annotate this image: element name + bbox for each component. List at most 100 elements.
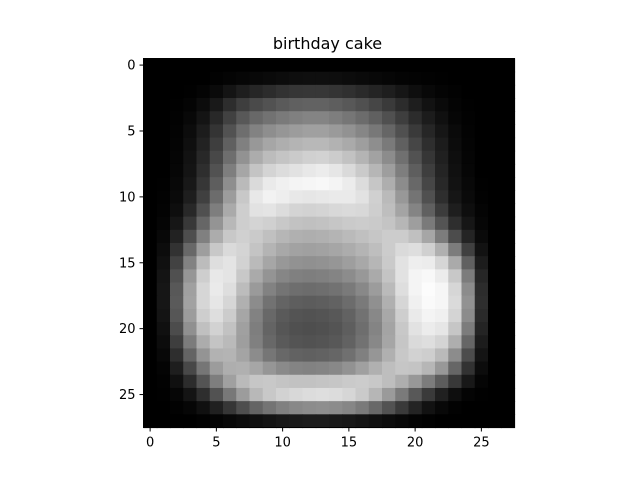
heatmap-cell: [170, 58, 184, 73]
heatmap-cell: [342, 111, 357, 125]
heatmap-cell: [315, 111, 330, 125]
heatmap-cell: [262, 308, 277, 323]
heatmap-cell: [170, 71, 184, 86]
heatmap-cell: [236, 322, 251, 336]
heatmap-cell: [156, 335, 171, 350]
heatmap-cell: [501, 150, 516, 165]
heatmap-cell: [408, 414, 423, 429]
heatmap-cell: [461, 401, 476, 415]
heatmap-cell: [342, 401, 357, 415]
chart-title: birthday cake: [273, 34, 382, 53]
heatmap-cell: [355, 282, 370, 297]
heatmap-cell: [315, 71, 330, 86]
heatmap-cell: [435, 203, 449, 218]
heatmap-cell: [408, 190, 423, 205]
heatmap-cell: [329, 137, 343, 152]
heatmap-cell: [329, 308, 343, 323]
heatmap-cell: [170, 229, 184, 244]
heatmap-cell: [421, 190, 436, 205]
heatmap-cell: [488, 335, 502, 350]
heatmap-cell: [143, 374, 158, 389]
heatmap-cell: [236, 190, 251, 205]
heatmap-cell: [435, 243, 449, 257]
heatmap-cell: [329, 414, 343, 429]
heatmap-cell: [249, 361, 264, 376]
heatmap-cell: [262, 361, 277, 376]
heatmap-cell: [183, 414, 198, 429]
heatmap-cell: [382, 98, 396, 112]
heatmap-cell: [342, 163, 357, 178]
heatmap-cell: [315, 124, 330, 139]
heatmap-cell: [474, 229, 489, 244]
heatmap-cell: [488, 124, 502, 139]
heatmap-cell: [223, 335, 237, 350]
heatmap-cell: [435, 137, 449, 152]
heatmap-cell: [236, 295, 251, 310]
heatmap-cell: [223, 111, 237, 125]
heatmap-cell: [302, 150, 317, 165]
heatmap-cell: [156, 58, 171, 73]
heatmap-cell: [156, 374, 171, 389]
heatmap-cell: [196, 124, 211, 139]
heatmap-cell: [276, 190, 290, 205]
heatmap-cell: [143, 190, 158, 205]
heatmap-cell: [262, 190, 277, 205]
heatmap-cell: [302, 308, 317, 323]
heatmap-cell: [315, 58, 330, 73]
heatmap-cell: [355, 269, 370, 284]
heatmap-cell: [474, 335, 489, 350]
heatmap-cell: [289, 348, 304, 363]
heatmap-cell: [196, 98, 211, 112]
heatmap-cell: [209, 243, 224, 257]
heatmap-cell: [435, 216, 449, 231]
heatmap-cell: [249, 163, 264, 178]
heatmap-cell: [170, 387, 184, 402]
axes-frame: [143, 58, 515, 428]
heatmap-cell: [276, 124, 290, 139]
heatmap-cell: [342, 177, 357, 191]
heatmap-cell: [196, 229, 211, 244]
heatmap-cell: [395, 322, 410, 336]
heatmap-cell: [223, 124, 237, 139]
heatmap-cell: [209, 348, 224, 363]
heatmap-cell: [395, 203, 410, 218]
heatmap-cell: [276, 137, 290, 152]
heatmap-cell: [249, 374, 264, 389]
heatmap-cell: [262, 322, 277, 336]
heatmap-cell: [183, 374, 198, 389]
heatmap-cell: [236, 348, 251, 363]
heatmap-cell: [223, 163, 237, 178]
y-axis: 0 5 10 15 20 25: [119, 59, 144, 403]
heatmap-cell: [302, 137, 317, 152]
heatmap-cell: [143, 295, 158, 310]
heatmap-cell: [355, 163, 370, 178]
heatmap-cell: [223, 387, 237, 402]
heatmap-cell: [408, 58, 423, 73]
heatmap-cell: [501, 401, 516, 415]
heatmap-cell: [156, 84, 171, 99]
heatmap-cell: [196, 150, 211, 165]
heatmap-cell: [196, 190, 211, 205]
heatmap-cell: [196, 295, 211, 310]
heatmap-cell: [342, 229, 357, 244]
heatmap-cell: [289, 71, 304, 86]
heatmap-cell: [183, 361, 198, 376]
heatmap-cell: [302, 387, 317, 402]
heatmap-cell: [170, 137, 184, 152]
heatmap-cell: [329, 216, 343, 231]
heatmap-cell: [408, 177, 423, 191]
heatmap-cell: [143, 335, 158, 350]
y-tick-label: 25: [119, 388, 136, 403]
x-axis: 0 5 10 15 20 25: [146, 427, 490, 451]
heatmap-cell: [355, 295, 370, 310]
heatmap-cell: [209, 269, 224, 284]
heatmap-cell: [170, 163, 184, 178]
heatmap-cell: [196, 203, 211, 218]
heatmap-cell: [408, 137, 423, 152]
heatmap-cell: [249, 401, 264, 415]
heatmap-cell: [448, 190, 463, 205]
heatmap-cell: [249, 216, 264, 231]
heatmap-cell: [236, 203, 251, 218]
heatmap-cell: [315, 322, 330, 336]
heatmap-cell: [488, 203, 502, 218]
